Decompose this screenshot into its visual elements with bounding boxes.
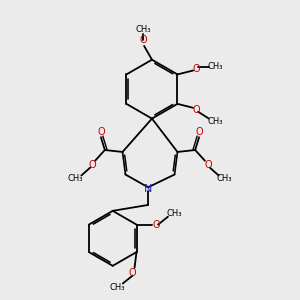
- Text: O: O: [139, 35, 147, 45]
- Text: O: O: [97, 127, 105, 137]
- Text: CH₃: CH₃: [109, 283, 124, 292]
- Text: O: O: [195, 127, 203, 137]
- Text: CH₃: CH₃: [166, 209, 182, 218]
- Text: O: O: [204, 160, 212, 170]
- Text: O: O: [152, 220, 160, 230]
- Text: N: N: [144, 184, 152, 194]
- Text: CH₃: CH₃: [208, 62, 224, 71]
- Text: CH₃: CH₃: [135, 25, 151, 34]
- Text: O: O: [192, 64, 200, 74]
- Text: O: O: [129, 268, 136, 278]
- Text: CH₃: CH₃: [68, 174, 83, 183]
- Text: O: O: [88, 160, 96, 170]
- Text: CH₃: CH₃: [207, 117, 223, 126]
- Text: CH₃: CH₃: [217, 174, 232, 183]
- Text: O: O: [192, 105, 200, 115]
